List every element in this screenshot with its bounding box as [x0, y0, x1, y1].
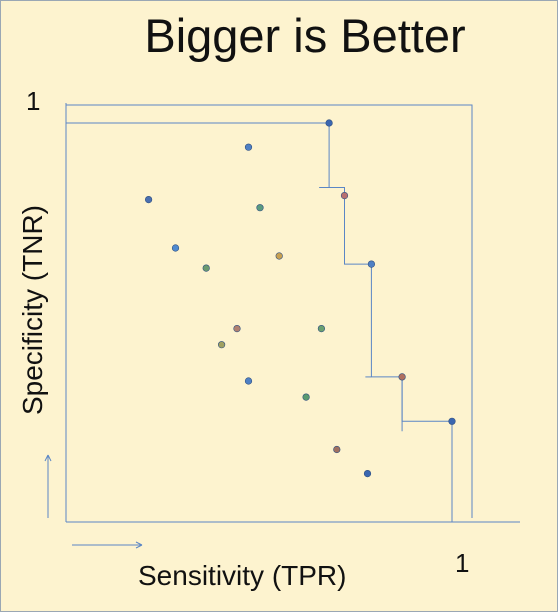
- ideal-corner-line: [66, 104, 473, 518]
- data-point: [317, 325, 326, 333]
- points: [145, 119, 456, 478]
- data-point: [302, 393, 310, 401]
- data-point: [367, 260, 376, 268]
- x-axis-max-label: 1: [455, 548, 470, 578]
- data-point: [325, 119, 333, 127]
- data-point: [448, 417, 456, 425]
- axes: [44, 103, 520, 549]
- y-arrow-head: [44, 454, 52, 462]
- x-axis-label: Sensitivity (TPR): [138, 560, 347, 591]
- frontier-steps: [319, 123, 453, 522]
- data-point: [233, 325, 241, 333]
- data-point: [333, 445, 341, 454]
- data-point: [145, 196, 153, 204]
- x-arrow-head: [135, 541, 143, 549]
- data-point: [171, 244, 180, 252]
- data-point: [363, 470, 372, 478]
- y-axis-max-label: 1: [26, 86, 41, 116]
- data-point: [244, 377, 253, 385]
- data-point: [340, 192, 349, 200]
- data-point: [398, 373, 406, 381]
- data-point: [256, 204, 264, 212]
- data-point: [218, 341, 226, 349]
- data-point: [244, 143, 253, 151]
- frontier-line: [328, 123, 453, 522]
- slide-title: Bigger is Better: [144, 9, 466, 62]
- data-point: [202, 264, 210, 272]
- data-point: [275, 252, 283, 260]
